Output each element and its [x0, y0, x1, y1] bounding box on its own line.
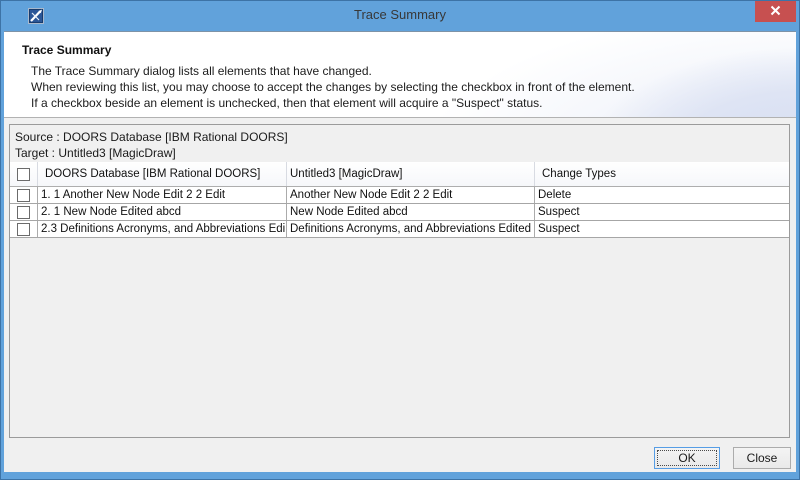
table-row[interactable]: 1. 1 Another New Node Edit 2 2 Edit Anot… [10, 187, 789, 204]
close-window-button[interactable] [755, 1, 796, 22]
ok-button[interactable]: OK [654, 447, 720, 469]
cell-target: Definitions Acronyms, and Abbreviations … [287, 221, 535, 237]
source-label: Source : DOORS Database [IBM Rational DO… [15, 130, 288, 144]
trace-table: DOORS Database [IBM Rational DOORS] Unti… [10, 162, 789, 437]
cell-target: Another New Node Edit 2 2 Edit [287, 187, 535, 203]
cell-change-type: Delete [538, 189, 572, 201]
table-row[interactable]: 2. 1 New Node Edited abcd New Node Edite… [10, 204, 789, 221]
column-header-change-types[interactable]: Change Types [542, 168, 616, 180]
cell-target: New Node Edited abcd [287, 204, 535, 220]
header-description-line: The Trace Summary dialog lists all eleme… [31, 64, 372, 78]
table-header-row: DOORS Database [IBM Rational DOORS] Unti… [10, 162, 789, 187]
header-checkbox-cell [10, 162, 38, 186]
column-header-target[interactable]: Untitled3 [MagicDraw] [287, 162, 535, 186]
table-row[interactable]: 2.3 Definitions Acronyms, and Abbreviati… [10, 221, 789, 238]
dialog-client-area: Trace Summary The Trace Summary dialog l… [4, 31, 796, 472]
trace-panel: Source : DOORS Database [IBM Rational DO… [9, 124, 790, 438]
checkbox-cell [10, 187, 38, 203]
magicdraw-app-icon [28, 8, 44, 24]
cell-change-type: Suspect [538, 206, 580, 218]
cell-change-type: Suspect [538, 223, 580, 235]
target-label: Target : Untitled3 [MagicDraw] [15, 146, 176, 160]
row-checkbox[interactable] [17, 205, 30, 219]
cell-source: 1. 1 Another New Node Edit 2 2 Edit [38, 187, 287, 203]
titlebar[interactable]: Trace Summary [0, 0, 800, 31]
select-all-checkbox[interactable] [17, 167, 30, 181]
header-description-line: If a checkbox beside an element is unche… [31, 96, 543, 110]
checkbox-cell [10, 221, 38, 237]
cell-source: 2.3 Definitions Acronyms, and Abbreviati… [38, 221, 287, 237]
window-title: Trace Summary [354, 7, 446, 22]
close-button[interactable]: Close [733, 447, 791, 469]
header-description-line: When reviewing this list, you may choose… [31, 80, 635, 94]
dialog-header: Trace Summary The Trace Summary dialog l… [4, 32, 796, 118]
column-header-source[interactable]: DOORS Database [IBM Rational DOORS] [38, 162, 287, 186]
row-checkbox[interactable] [17, 188, 30, 202]
header-title: Trace Summary [22, 43, 112, 57]
row-checkbox[interactable] [17, 222, 30, 236]
cell-source: 2. 1 New Node Edited abcd [38, 204, 287, 220]
close-icon [770, 4, 781, 19]
checkbox-cell [10, 204, 38, 220]
